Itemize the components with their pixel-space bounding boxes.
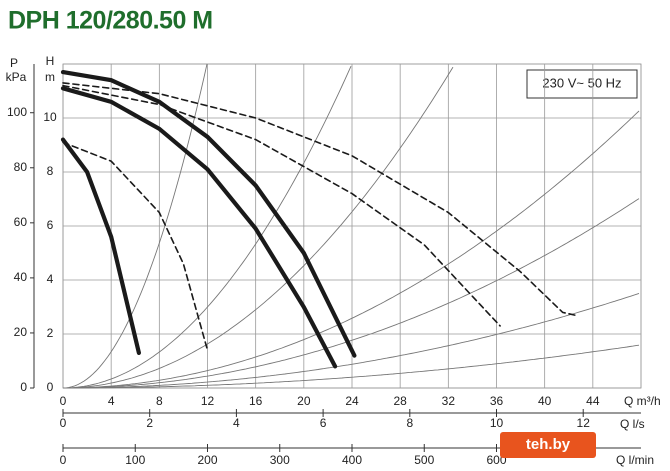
x2-tick-label: 10 (490, 416, 504, 430)
dashed-curve (62, 84, 501, 327)
x-tick-label: 24 (345, 394, 359, 408)
watermark-box (500, 432, 596, 458)
x2-tick-label: 12 (577, 416, 591, 430)
y2-tick-label: 60 (14, 215, 28, 229)
x-tick-label: 8 (156, 394, 163, 408)
pump-curve (60, 86, 338, 369)
x-tick-label: 16 (249, 394, 263, 408)
system-curve (63, 292, 640, 389)
x-tick-label: 32 (442, 394, 456, 408)
system-curve (62, 63, 208, 389)
y-tick-label: 0 (47, 380, 54, 394)
y-tick-label: 8 (47, 164, 54, 178)
x2-tick-label: 6 (320, 416, 327, 430)
x2-tick-label: 2 (146, 416, 153, 430)
y2-tick-label: 40 (14, 270, 28, 284)
annotation: 230 V~ 50 Hz (542, 75, 621, 90)
y2-tick-label: 100 (7, 105, 27, 119)
pump-curve (60, 70, 357, 358)
x3-tick-label: 300 (270, 453, 290, 467)
system-curve (63, 66, 454, 389)
x3-tick-label: 500 (414, 453, 434, 467)
x-tick-label: 4 (108, 394, 115, 408)
x3-tick-label: 0 (60, 453, 67, 467)
x-tick-label: 0 (60, 394, 67, 408)
system-curve (63, 66, 352, 389)
y-label: H (46, 54, 55, 68)
x2-tick-label: 8 (406, 416, 413, 430)
y2-label: P (10, 56, 18, 70)
dashed-curve (62, 82, 576, 316)
watermark: teh.by (526, 436, 571, 453)
x2-label: Q l/s (620, 417, 645, 431)
y-tick-label: 2 (47, 326, 54, 340)
y2-tick-label: 80 (14, 160, 28, 174)
y2-tick-label: 20 (14, 325, 28, 339)
pump-curve (60, 137, 141, 355)
system-curve (63, 198, 640, 389)
system-curve (63, 110, 640, 389)
x-tick-label: 40 (538, 394, 552, 408)
x3-tick-label: 100 (125, 453, 145, 467)
x2-tick-label: 4 (233, 416, 240, 430)
y2-unit: kPa (6, 70, 27, 84)
system-curve (63, 344, 640, 389)
y2-tick-label: 0 (20, 380, 27, 394)
dashed-curve (62, 141, 209, 351)
x3-label: Q l/min (616, 453, 654, 467)
x-tick-label: 12 (201, 394, 215, 408)
x3-tick-label: 400 (342, 453, 362, 467)
y-tick-label: 6 (47, 218, 54, 232)
x3-tick-label: 200 (197, 453, 217, 467)
chart-title: DPH 120/280.50 M (8, 7, 213, 35)
x-tick-label: 28 (393, 394, 407, 408)
y-tick-label: 4 (47, 272, 54, 286)
y-tick-label: 10 (43, 110, 57, 124)
x-label: Q m³/h (624, 394, 661, 408)
annotation-box (526, 69, 638, 99)
y-unit: m (45, 70, 55, 84)
x-tick-label: 44 (586, 394, 600, 408)
x-tick-label: 20 (297, 394, 311, 408)
x2-tick-label: 0 (60, 416, 67, 430)
x-tick-label: 36 (490, 394, 504, 408)
